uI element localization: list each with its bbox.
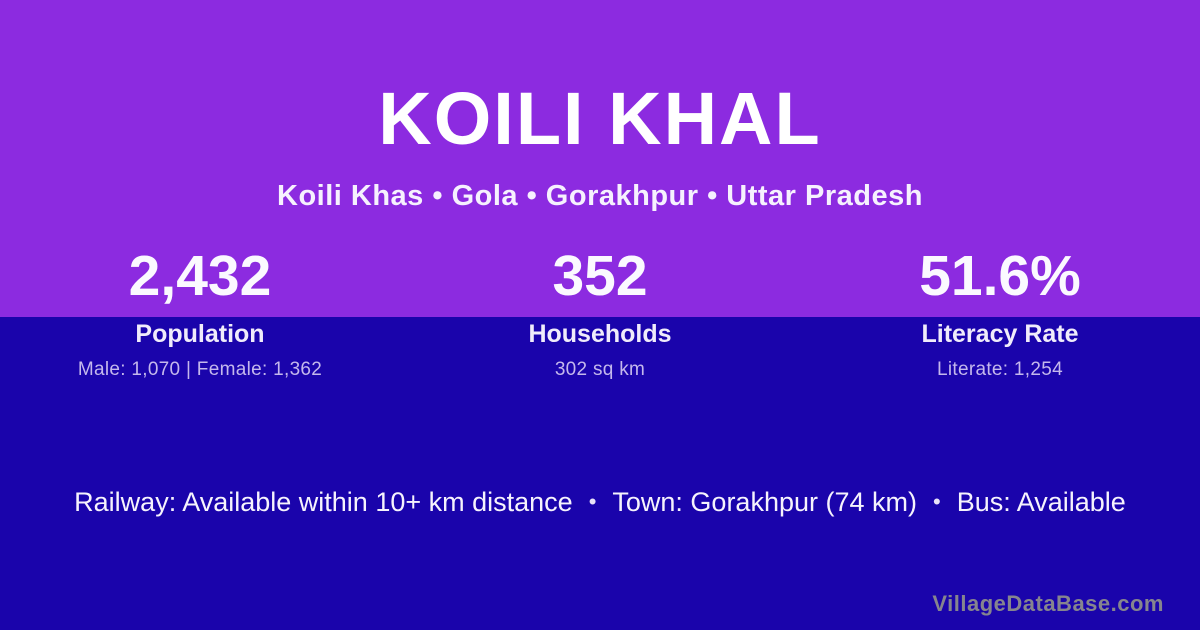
village-name-title: KOILI KHAL [378, 77, 822, 160]
households-detail: 302 sq km [554, 358, 646, 380]
households-stat-cell: Households 302 sq km [400, 320, 800, 381]
bullet-separator-icon: • [933, 489, 941, 514]
literacy-rate-value: 51.6% [919, 244, 1081, 308]
bullet-separator-icon: • [588, 489, 597, 514]
literacy-rate-detail: Literate: 1,254 [937, 358, 1063, 380]
header-section: KOILI KHAL Koili Khas • Gola • Gorakhpur… [0, 0, 1200, 317]
bus-info: Bus: Available [956, 487, 1126, 517]
population-detail: Male: 1,070 | Female: 1,362 [77, 358, 323, 380]
literacy-stat-cell: Literacy Rate Literate: 1,254 [800, 320, 1200, 381]
stats-labels-row: Population Male: 1,070 | Female: 1,362 H… [0, 317, 1200, 381]
transport-info-line: Railway: Available within 10+ km distanc… [0, 487, 1200, 518]
households-label: Households [528, 320, 672, 348]
stats-values-row: 2,432 352 51.6% [0, 248, 1200, 317]
details-section: Population Male: 1,070 | Female: 1,362 H… [0, 317, 1200, 630]
site-watermark: VillageDataBase.com [932, 591, 1164, 616]
population-label: Population [135, 320, 265, 348]
population-value: 2,432 [128, 244, 272, 308]
location-breadcrumb: Koili Khas • Gola • Gorakhpur • Uttar Pr… [277, 180, 923, 212]
literacy-rate-label: Literacy Rate [921, 320, 1079, 348]
population-stat-cell: Population Male: 1,070 | Female: 1,362 [0, 320, 400, 381]
railway-info: Railway: Available within 10+ km distanc… [74, 487, 573, 517]
town-info: Town: Gorakhpur (74 km) [612, 487, 917, 517]
households-value: 352 [552, 244, 648, 308]
